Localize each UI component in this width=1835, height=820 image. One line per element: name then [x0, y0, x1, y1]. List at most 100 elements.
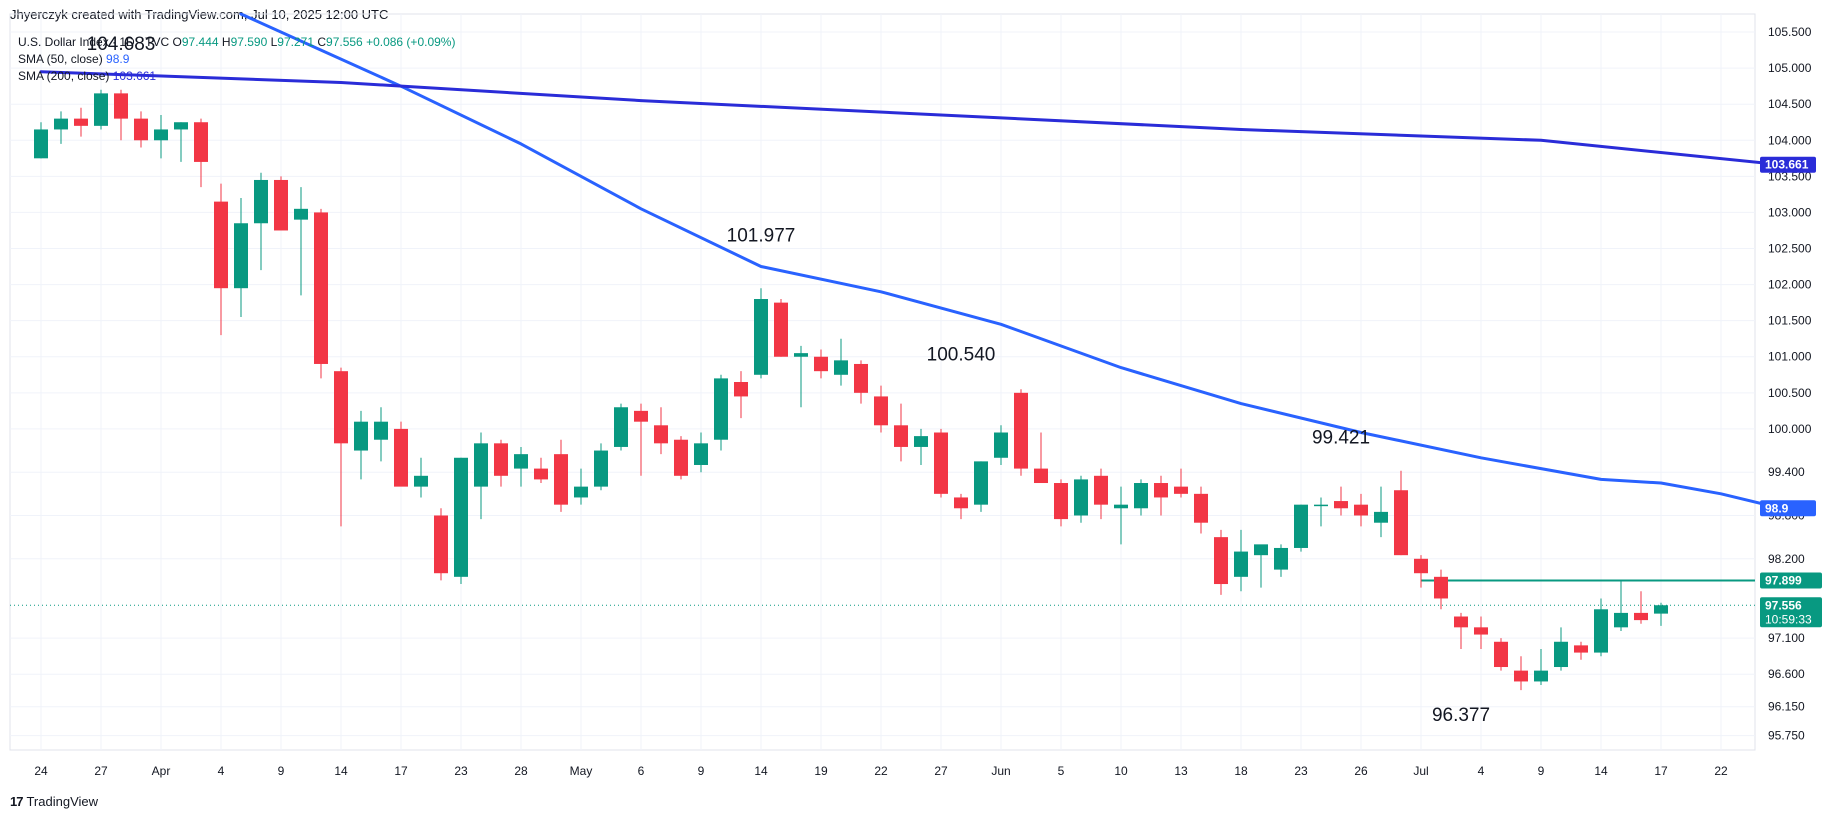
candle-body: [1174, 486, 1188, 494]
x-tick-label: 28: [514, 764, 528, 778]
x-tick-label: 6: [638, 764, 645, 778]
candle-body: [1334, 501, 1348, 509]
candlesticks: [34, 89, 1668, 691]
tradingview-brand: 17 TradingView: [10, 794, 98, 809]
sma-price-label: 103.661: [1765, 158, 1809, 172]
candle-body: [1094, 475, 1108, 505]
candle-body: [774, 302, 788, 357]
close-label: C: [317, 35, 327, 49]
open-value: 97.444: [181, 35, 219, 49]
y-tick-label: 105.000: [1768, 61, 1812, 75]
sma-price-tag: [1760, 156, 1816, 173]
y-tick-label: 96.600: [1768, 667, 1805, 681]
candle-body: [414, 475, 428, 487]
x-tick-label: 4: [218, 764, 225, 778]
candle-body: [94, 93, 108, 126]
x-tick-label: Jul: [1413, 764, 1428, 778]
candle-body: [354, 421, 368, 451]
price-annotation: 101.977: [727, 225, 796, 246]
y-tick-label: 104.000: [1768, 133, 1812, 147]
candle-body: [254, 179, 268, 224]
x-axis: 24 27 Apr 4 9 14 17 23 28 May 6 9 14 19 22 27 Jun 5 10 13 18…: [34, 764, 1728, 778]
x-tick-label: 17: [1654, 764, 1668, 778]
x-tick-label: Jun: [991, 764, 1010, 778]
candle-body: [634, 410, 648, 422]
sma200-value: 103.661: [112, 69, 157, 83]
price-annotation: 96.377: [1432, 705, 1490, 726]
candle-body: [294, 208, 308, 220]
candle-body: [1574, 645, 1588, 653]
change-value: +0.086 (+0.09%): [366, 35, 456, 49]
candle-body: [934, 432, 948, 494]
candle-body: [1254, 544, 1268, 556]
candle-body: [1134, 483, 1148, 509]
price-annotation: 99.421: [1312, 427, 1370, 448]
x-tick-label: 17: [394, 764, 408, 778]
candle-body: [1534, 670, 1548, 682]
candle-body: [874, 396, 888, 426]
high-label: H: [221, 35, 231, 49]
price-level-label: 97.899: [1765, 574, 1802, 588]
y-axis: 105.500 105.000 104.500 104.000 103.500 103.0…: [1768, 25, 1812, 743]
x-tick-label: 24: [34, 764, 48, 778]
high-value: 97.590: [230, 35, 268, 49]
sma50-row: SMA (50, close) 98.9: [18, 51, 455, 68]
price-annotation: 100.540: [927, 344, 996, 365]
open-label: O: [172, 35, 182, 49]
x-tick-label: 9: [1538, 764, 1545, 778]
candle-body: [434, 515, 448, 574]
candle-body: [1154, 483, 1168, 498]
candle-body: [1374, 511, 1388, 523]
y-tick-label: 101.000: [1768, 350, 1812, 364]
plot-border: [9, 13, 1756, 751]
sma200-label: SMA (200, close): [18, 69, 110, 83]
candle-body: [794, 353, 808, 357]
candle-body: [1614, 612, 1628, 628]
sma-line: [39, 70, 1783, 167]
low-value: 97.271: [277, 35, 314, 49]
candle-body: [1514, 670, 1528, 682]
candle-body: [1054, 483, 1068, 520]
x-tick-label: 9: [278, 764, 285, 778]
x-tick-label: 14: [334, 764, 348, 778]
candle-body: [554, 454, 568, 505]
candle-body: [1394, 490, 1408, 556]
x-tick-label: 14: [1594, 764, 1608, 778]
candle-body: [1634, 612, 1648, 621]
candle-body: [654, 425, 668, 444]
x-tick-label: 13: [1174, 764, 1188, 778]
candle-body: [494, 443, 508, 476]
chart-legend: U.S. Dollar Index · 1D · TVC O97.444 H97…: [18, 34, 455, 85]
candle-body: [394, 428, 408, 487]
candle-body: [854, 363, 868, 393]
candle-body: [1194, 493, 1208, 523]
sma-price-label: 98.9: [1765, 501, 1789, 515]
candle-body: [374, 421, 388, 440]
candle-body: [314, 212, 328, 364]
candle-body: [1214, 537, 1228, 585]
price-annotations: 104.683 101.977 100.540 99.421 96.377: [87, 34, 1490, 726]
y-tick-label: 95.750: [1768, 729, 1805, 743]
bar-countdown: 10:59:33: [1765, 612, 1812, 626]
candle-body: [1554, 641, 1568, 668]
x-tick-label: 27: [934, 764, 948, 778]
candle-body: [1014, 392, 1028, 469]
candle-body: [334, 371, 348, 444]
candle-body: [974, 461, 988, 505]
sma200-row: SMA (200, close) 103.661: [18, 68, 455, 85]
candle-body: [694, 443, 708, 465]
price-chart[interactable]: 104.683 101.977 100.540 99.421 96.377 105.50…: [0, 0, 1835, 790]
candle-body: [1594, 609, 1608, 653]
candle-body: [1434, 576, 1448, 599]
x-tick-label: May: [570, 764, 593, 778]
candle-body: [1354, 504, 1368, 516]
y-tick-label: 97.100: [1768, 631, 1805, 645]
y-tick-label: 103.000: [1768, 205, 1812, 219]
candle-body: [1114, 504, 1128, 509]
y-tick-label: 100.000: [1768, 422, 1812, 436]
candle-body: [1454, 616, 1468, 628]
x-tick-label: 5: [1058, 764, 1065, 778]
sma50-label: SMA (50, close): [18, 52, 103, 66]
y-tick-label: 99.400: [1768, 465, 1805, 479]
